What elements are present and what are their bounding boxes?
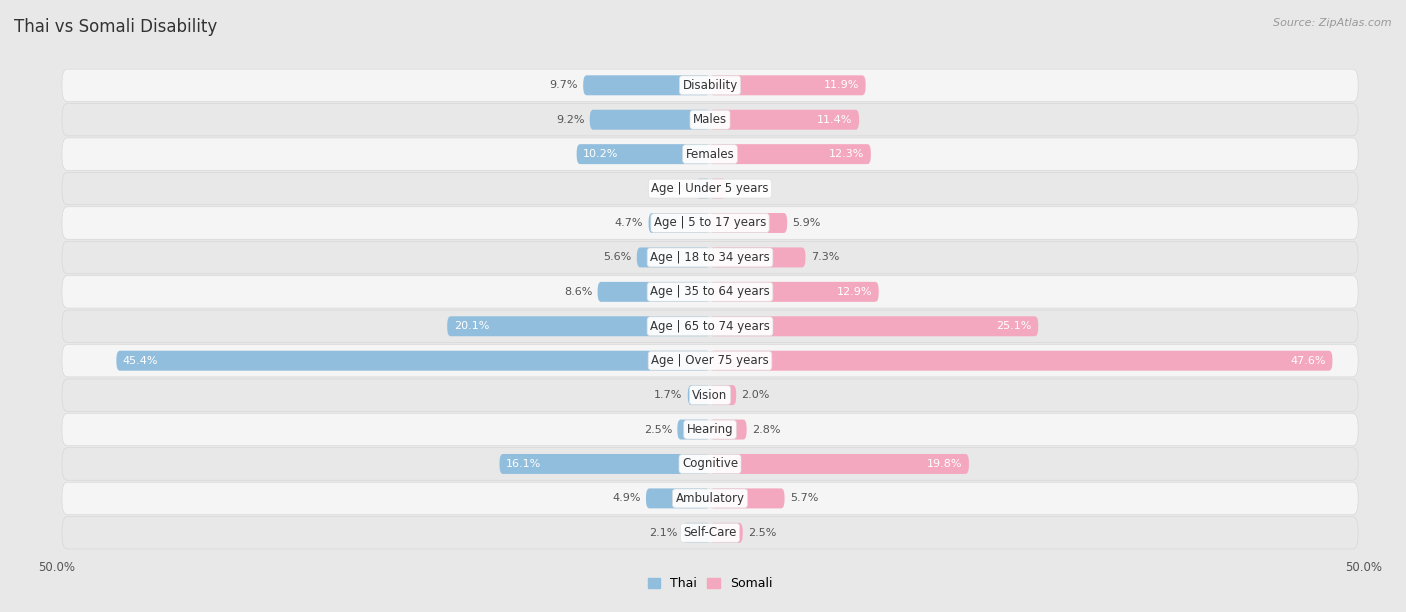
- Text: 47.6%: 47.6%: [1291, 356, 1326, 366]
- FancyBboxPatch shape: [710, 282, 879, 302]
- Text: 5.9%: 5.9%: [793, 218, 821, 228]
- Text: Age | 18 to 34 years: Age | 18 to 34 years: [650, 251, 770, 264]
- FancyBboxPatch shape: [688, 385, 710, 405]
- FancyBboxPatch shape: [710, 385, 737, 405]
- FancyBboxPatch shape: [645, 488, 710, 509]
- FancyBboxPatch shape: [62, 241, 1358, 274]
- Text: 12.3%: 12.3%: [830, 149, 865, 159]
- FancyBboxPatch shape: [62, 275, 1358, 308]
- Text: Hearing: Hearing: [686, 423, 734, 436]
- Text: Disability: Disability: [682, 79, 738, 92]
- Text: 16.1%: 16.1%: [506, 459, 541, 469]
- Text: 2.1%: 2.1%: [650, 528, 678, 538]
- Text: 2.8%: 2.8%: [752, 425, 780, 435]
- Text: 4.7%: 4.7%: [614, 218, 644, 228]
- FancyBboxPatch shape: [583, 75, 710, 95]
- Text: 11.4%: 11.4%: [817, 114, 852, 125]
- FancyBboxPatch shape: [589, 110, 710, 130]
- FancyBboxPatch shape: [62, 310, 1358, 343]
- FancyBboxPatch shape: [648, 213, 710, 233]
- FancyBboxPatch shape: [710, 351, 1333, 371]
- Text: 12.9%: 12.9%: [837, 287, 872, 297]
- FancyBboxPatch shape: [576, 144, 710, 164]
- FancyBboxPatch shape: [710, 454, 969, 474]
- FancyBboxPatch shape: [447, 316, 710, 336]
- Text: 5.6%: 5.6%: [603, 252, 631, 263]
- FancyBboxPatch shape: [62, 173, 1358, 205]
- Text: 2.5%: 2.5%: [748, 528, 776, 538]
- FancyBboxPatch shape: [62, 138, 1358, 170]
- FancyBboxPatch shape: [62, 379, 1358, 411]
- FancyBboxPatch shape: [710, 213, 787, 233]
- Text: Age | 65 to 74 years: Age | 65 to 74 years: [650, 320, 770, 333]
- Text: 1.2%: 1.2%: [731, 184, 759, 193]
- Text: Vision: Vision: [692, 389, 728, 401]
- FancyBboxPatch shape: [62, 103, 1358, 136]
- Text: 10.2%: 10.2%: [583, 149, 619, 159]
- Text: Males: Males: [693, 113, 727, 126]
- Text: 1.1%: 1.1%: [662, 184, 690, 193]
- Text: 11.9%: 11.9%: [824, 80, 859, 91]
- FancyBboxPatch shape: [499, 454, 710, 474]
- FancyBboxPatch shape: [62, 517, 1358, 549]
- FancyBboxPatch shape: [637, 247, 710, 267]
- Text: Age | Over 75 years: Age | Over 75 years: [651, 354, 769, 367]
- FancyBboxPatch shape: [62, 69, 1358, 102]
- FancyBboxPatch shape: [710, 144, 870, 164]
- Text: Age | 35 to 64 years: Age | 35 to 64 years: [650, 285, 770, 298]
- FancyBboxPatch shape: [62, 345, 1358, 377]
- Text: 45.4%: 45.4%: [122, 356, 159, 366]
- Text: 20.1%: 20.1%: [454, 321, 489, 331]
- Text: 7.3%: 7.3%: [811, 252, 839, 263]
- Text: 5.7%: 5.7%: [790, 493, 818, 504]
- Text: Age | Under 5 years: Age | Under 5 years: [651, 182, 769, 195]
- Text: 9.7%: 9.7%: [550, 80, 578, 91]
- FancyBboxPatch shape: [710, 488, 785, 509]
- FancyBboxPatch shape: [710, 247, 806, 267]
- Text: Age | 5 to 17 years: Age | 5 to 17 years: [654, 217, 766, 230]
- Text: Ambulatory: Ambulatory: [675, 492, 745, 505]
- Text: Source: ZipAtlas.com: Source: ZipAtlas.com: [1274, 18, 1392, 28]
- Text: 4.9%: 4.9%: [612, 493, 641, 504]
- FancyBboxPatch shape: [710, 316, 1038, 336]
- FancyBboxPatch shape: [117, 351, 710, 371]
- FancyBboxPatch shape: [62, 448, 1358, 480]
- Text: 2.5%: 2.5%: [644, 425, 672, 435]
- FancyBboxPatch shape: [62, 207, 1358, 239]
- FancyBboxPatch shape: [710, 420, 747, 439]
- Text: 25.1%: 25.1%: [997, 321, 1032, 331]
- Text: Cognitive: Cognitive: [682, 458, 738, 471]
- FancyBboxPatch shape: [682, 523, 710, 543]
- Text: Females: Females: [686, 147, 734, 160]
- Text: 1.7%: 1.7%: [654, 390, 682, 400]
- FancyBboxPatch shape: [598, 282, 710, 302]
- FancyBboxPatch shape: [710, 75, 866, 95]
- FancyBboxPatch shape: [710, 523, 742, 543]
- Text: 8.6%: 8.6%: [564, 287, 592, 297]
- FancyBboxPatch shape: [62, 413, 1358, 446]
- Text: 9.2%: 9.2%: [555, 114, 585, 125]
- Legend: Thai, Somali: Thai, Somali: [643, 572, 778, 595]
- FancyBboxPatch shape: [678, 420, 710, 439]
- Text: 19.8%: 19.8%: [927, 459, 962, 469]
- FancyBboxPatch shape: [696, 179, 710, 198]
- FancyBboxPatch shape: [710, 179, 725, 198]
- Text: Self-Care: Self-Care: [683, 526, 737, 539]
- FancyBboxPatch shape: [62, 482, 1358, 515]
- Text: Thai vs Somali Disability: Thai vs Somali Disability: [14, 18, 218, 36]
- FancyBboxPatch shape: [710, 110, 859, 130]
- Text: 2.0%: 2.0%: [741, 390, 770, 400]
